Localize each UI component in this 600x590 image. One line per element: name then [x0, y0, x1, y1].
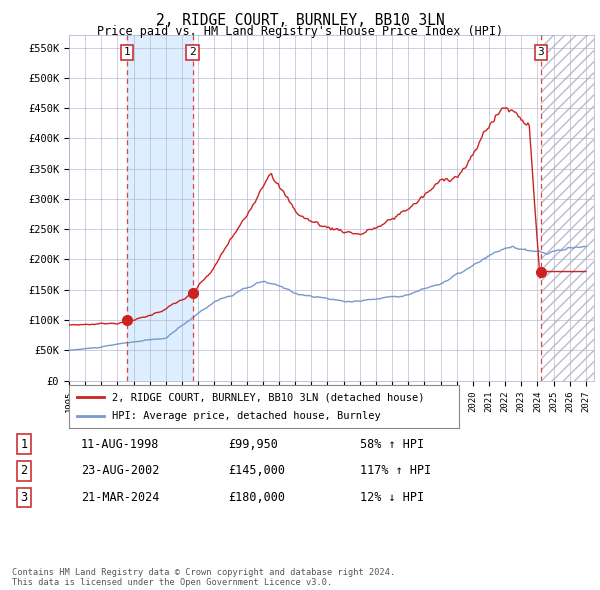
Text: 2, RIDGE COURT, BURNLEY, BB10 3LN: 2, RIDGE COURT, BURNLEY, BB10 3LN — [155, 13, 445, 28]
Text: £99,950: £99,950 — [228, 438, 278, 451]
Text: 21-MAR-2024: 21-MAR-2024 — [81, 491, 160, 504]
Text: £145,000: £145,000 — [228, 464, 285, 477]
Text: 1: 1 — [20, 438, 28, 451]
Text: 11-AUG-1998: 11-AUG-1998 — [81, 438, 160, 451]
Text: 2, RIDGE COURT, BURNLEY, BB10 3LN (detached house): 2, RIDGE COURT, BURNLEY, BB10 3LN (detac… — [112, 392, 424, 402]
Text: 12% ↓ HPI: 12% ↓ HPI — [360, 491, 424, 504]
Text: 23-AUG-2002: 23-AUG-2002 — [81, 464, 160, 477]
Text: 2: 2 — [189, 47, 196, 57]
Text: 117% ↑ HPI: 117% ↑ HPI — [360, 464, 431, 477]
Text: 3: 3 — [20, 491, 28, 504]
Text: 1: 1 — [124, 47, 131, 57]
Bar — [127, 35, 193, 381]
Bar — [541, 35, 594, 381]
Text: 3: 3 — [538, 47, 544, 57]
Text: £180,000: £180,000 — [228, 491, 285, 504]
Text: HPI: Average price, detached house, Burnley: HPI: Average price, detached house, Burn… — [112, 411, 380, 421]
Text: 2: 2 — [20, 464, 28, 477]
Bar — [541, 35, 594, 381]
Text: Contains HM Land Registry data © Crown copyright and database right 2024.
This d: Contains HM Land Registry data © Crown c… — [12, 568, 395, 587]
Text: 58% ↑ HPI: 58% ↑ HPI — [360, 438, 424, 451]
Text: Price paid vs. HM Land Registry's House Price Index (HPI): Price paid vs. HM Land Registry's House … — [97, 25, 503, 38]
